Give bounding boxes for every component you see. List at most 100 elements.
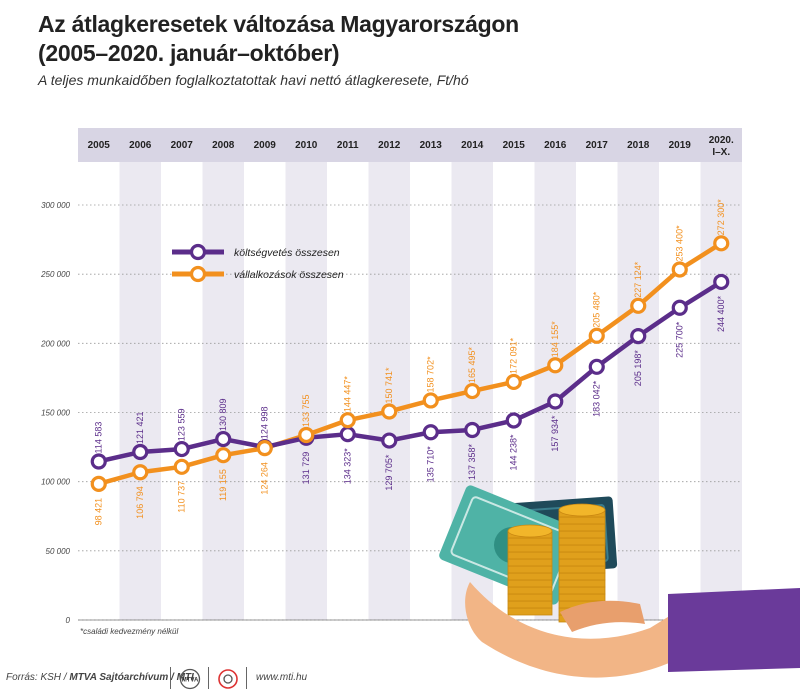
data-label: 129 705* bbox=[384, 454, 394, 491]
data-label: 183 042* bbox=[592, 380, 602, 417]
coin bbox=[507, 537, 553, 546]
coin bbox=[558, 530, 606, 539]
data-label: 150 741* bbox=[384, 367, 394, 404]
data-point bbox=[173, 458, 190, 475]
y-tick-label: 300 000 bbox=[41, 201, 70, 210]
coin-top bbox=[558, 503, 606, 517]
x-tick-label: 2012 bbox=[378, 140, 401, 151]
data-point bbox=[132, 443, 149, 461]
coin bbox=[507, 593, 553, 602]
data-label: 205 198* bbox=[633, 350, 643, 387]
data-point bbox=[173, 440, 190, 458]
y-axis: 0 50 000 100 000 150 000 200 000 250 000 300 0… bbox=[40, 201, 178, 636]
series-line bbox=[98, 241, 723, 487]
legend-label: költségvetés összesen bbox=[234, 247, 340, 259]
x-tick-label: 2014 bbox=[461, 140, 484, 151]
data-label: 123 559 bbox=[177, 409, 187, 442]
coin bbox=[558, 572, 606, 581]
series-line bbox=[98, 280, 723, 464]
data-point bbox=[215, 430, 232, 448]
data-label: 205 480* bbox=[592, 291, 602, 328]
data-label: 227 124* bbox=[633, 261, 643, 298]
chart-title: Az átlagkeresetek változása Magyarország… bbox=[38, 10, 519, 68]
coin bbox=[558, 579, 606, 588]
legend: költségvetés összesen vállalkozások össze… bbox=[172, 243, 344, 283]
data-label: 134 323* bbox=[343, 448, 353, 485]
coin bbox=[558, 516, 606, 525]
data-label: 184 155* bbox=[550, 321, 560, 358]
coin bbox=[507, 586, 553, 595]
x-axis: 2005 2006 2007 2008 2009 2010 2011 2012 2013 2014… bbox=[88, 135, 734, 158]
coin bbox=[507, 565, 553, 574]
coin bbox=[558, 565, 606, 574]
y-tick-label: 50 000 bbox=[46, 547, 71, 556]
data-point bbox=[381, 432, 398, 449]
column-shade bbox=[368, 162, 410, 620]
data-point bbox=[588, 358, 605, 375]
data-label: 121 421 bbox=[135, 411, 145, 444]
data-label: 114 583 bbox=[94, 422, 104, 454]
footnote: *családi kedvezmény nélkül bbox=[80, 627, 178, 636]
coin bbox=[558, 537, 606, 546]
data-point bbox=[464, 382, 481, 400]
x-tick-label: 2017 bbox=[586, 140, 609, 151]
coin bbox=[507, 600, 553, 609]
data-label: 253 400* bbox=[675, 225, 685, 262]
x-tick-label: 2006 bbox=[129, 140, 152, 151]
title-line-2: (2005–2020. január–október) bbox=[38, 40, 340, 66]
data-label: 106 794 bbox=[135, 486, 145, 519]
data-point bbox=[90, 475, 107, 492]
y-tick-label: 0 bbox=[66, 616, 71, 625]
mti-logo bbox=[218, 669, 238, 689]
data-label: 137 358* bbox=[467, 444, 477, 481]
data-point bbox=[671, 261, 688, 278]
legend-marker bbox=[189, 265, 207, 283]
y-tick-label: 250 000 bbox=[40, 270, 70, 279]
data-label: 98 421 bbox=[94, 498, 104, 526]
data-point bbox=[588, 327, 605, 344]
x-tick-label: 2013 bbox=[420, 140, 443, 151]
mtva-logo: MTVA bbox=[179, 668, 201, 690]
coin bbox=[507, 572, 553, 581]
year-header-band bbox=[78, 128, 742, 162]
sleeve bbox=[668, 588, 800, 672]
footer-website: www.mti.hu bbox=[256, 672, 308, 683]
x-tick-label: 2011 bbox=[337, 140, 359, 151]
data-point bbox=[505, 373, 522, 391]
footer-divider bbox=[208, 667, 209, 689]
data-point bbox=[464, 421, 481, 439]
coin bbox=[558, 544, 606, 553]
data-label: 144 447* bbox=[343, 376, 353, 413]
y-tick-label: 200 000 bbox=[40, 339, 70, 348]
data-point bbox=[339, 426, 356, 443]
legend-label: vállalkozások összesen bbox=[234, 269, 344, 281]
coin bbox=[507, 551, 553, 560]
coin bbox=[507, 607, 553, 616]
data-label: 130 809 bbox=[218, 399, 228, 432]
chart-subtitle: A teljes munkaidőben foglalkoztatottak h… bbox=[38, 72, 469, 88]
data-label: 131 729 bbox=[301, 452, 311, 485]
data-label: 157 934* bbox=[550, 415, 560, 452]
x-tick-label: 2018 bbox=[627, 140, 650, 151]
data-point bbox=[547, 393, 564, 410]
column-shade bbox=[202, 162, 244, 620]
data-point bbox=[90, 453, 107, 470]
column-shade bbox=[285, 162, 327, 620]
data-point bbox=[215, 447, 232, 464]
column-shade bbox=[119, 162, 161, 620]
data-label: 172 091* bbox=[509, 337, 519, 374]
coin bbox=[507, 558, 553, 567]
data-label: 244 400* bbox=[716, 295, 726, 332]
coin bbox=[507, 544, 553, 553]
svg-text:MTVA: MTVA bbox=[182, 678, 199, 684]
x-tick-label: 2020. bbox=[709, 135, 734, 146]
data-label: 225 700* bbox=[675, 321, 685, 358]
data-point bbox=[713, 235, 730, 252]
column-shade bbox=[617, 162, 659, 620]
x-tick-label: 2016 bbox=[544, 140, 567, 151]
coin-top bbox=[507, 524, 553, 538]
series-group: 114 583 121 421 123 559 130 809 124 998 131 7… bbox=[90, 199, 730, 526]
x-tick-label-sub: I–X. bbox=[712, 147, 730, 158]
data-point bbox=[505, 412, 522, 429]
data-point bbox=[671, 299, 688, 316]
